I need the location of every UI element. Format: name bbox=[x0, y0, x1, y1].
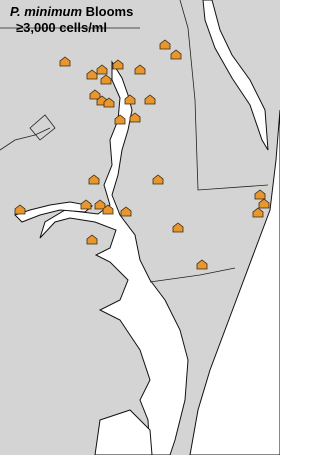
bloom-marker bbox=[114, 114, 126, 125]
bloom-marker bbox=[152, 174, 164, 185]
bloom-marker bbox=[100, 74, 112, 85]
bloom-marker bbox=[14, 204, 26, 215]
map: P. minimum Blooms ≥3,000 cells/ml bbox=[0, 0, 280, 455]
bloom-marker bbox=[258, 198, 270, 209]
bloom-marker bbox=[59, 56, 71, 67]
bloom-marker bbox=[103, 97, 115, 108]
ocean bbox=[189, 109, 280, 455]
bloom-marker bbox=[86, 234, 98, 245]
bloom-marker bbox=[112, 59, 124, 70]
delaware-bay bbox=[202, 0, 269, 151]
bloom-marker bbox=[120, 206, 132, 217]
bloom-marker bbox=[254, 189, 266, 200]
bloom-marker bbox=[172, 222, 184, 233]
bloom-marker bbox=[129, 112, 141, 123]
bloom-marker bbox=[159, 39, 171, 50]
map-subtitle: ≥3,000 cells/ml bbox=[16, 20, 107, 35]
sound bbox=[94, 409, 153, 455]
title-rest: Blooms bbox=[86, 4, 134, 19]
bloom-marker bbox=[196, 259, 208, 270]
bloom-marker bbox=[102, 204, 114, 215]
bloom-marker bbox=[86, 69, 98, 80]
border bbox=[0, 127, 51, 151]
title-italic: P. minimum bbox=[10, 4, 82, 19]
bloom-marker bbox=[252, 207, 264, 218]
map-title: P. minimum Blooms bbox=[10, 4, 133, 19]
bloom-marker bbox=[170, 49, 182, 60]
bloom-marker bbox=[88, 174, 100, 185]
dc-border bbox=[29, 114, 56, 141]
bloom-marker bbox=[80, 199, 92, 210]
bloom-marker bbox=[96, 64, 108, 75]
bloom-marker bbox=[124, 94, 136, 105]
bloom-marker bbox=[134, 64, 146, 75]
bloom-marker bbox=[144, 94, 156, 105]
border bbox=[149, 267, 236, 283]
border bbox=[179, 0, 269, 191]
